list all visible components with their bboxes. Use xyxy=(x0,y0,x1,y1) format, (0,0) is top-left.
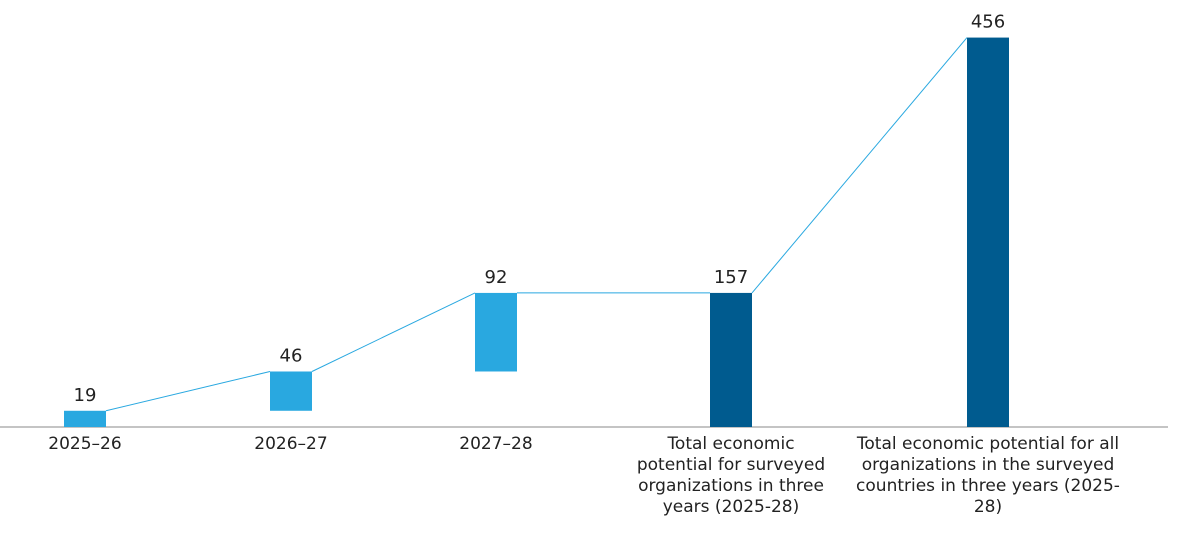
x-tick-label: 2027–28 xyxy=(459,434,533,454)
connector xyxy=(751,37,968,294)
value-label: 157 xyxy=(714,267,748,288)
bar xyxy=(64,410,106,427)
connector xyxy=(311,292,476,372)
value-label: 19 xyxy=(74,385,97,406)
bar xyxy=(270,371,312,411)
value-label: 92 xyxy=(485,267,508,288)
bar xyxy=(475,292,517,372)
bar xyxy=(710,292,752,427)
value-label: 46 xyxy=(280,345,303,366)
x-tick-label: Total economic potential for surveyed or… xyxy=(636,434,826,517)
x-tick-label: 2026–27 xyxy=(254,434,328,454)
x-tick-label: 2025–26 xyxy=(48,434,122,454)
bar xyxy=(967,37,1009,428)
x-tick-label: Total economic potential for all organiz… xyxy=(856,434,1120,517)
connector xyxy=(105,371,271,412)
value-label: 456 xyxy=(971,12,1005,33)
